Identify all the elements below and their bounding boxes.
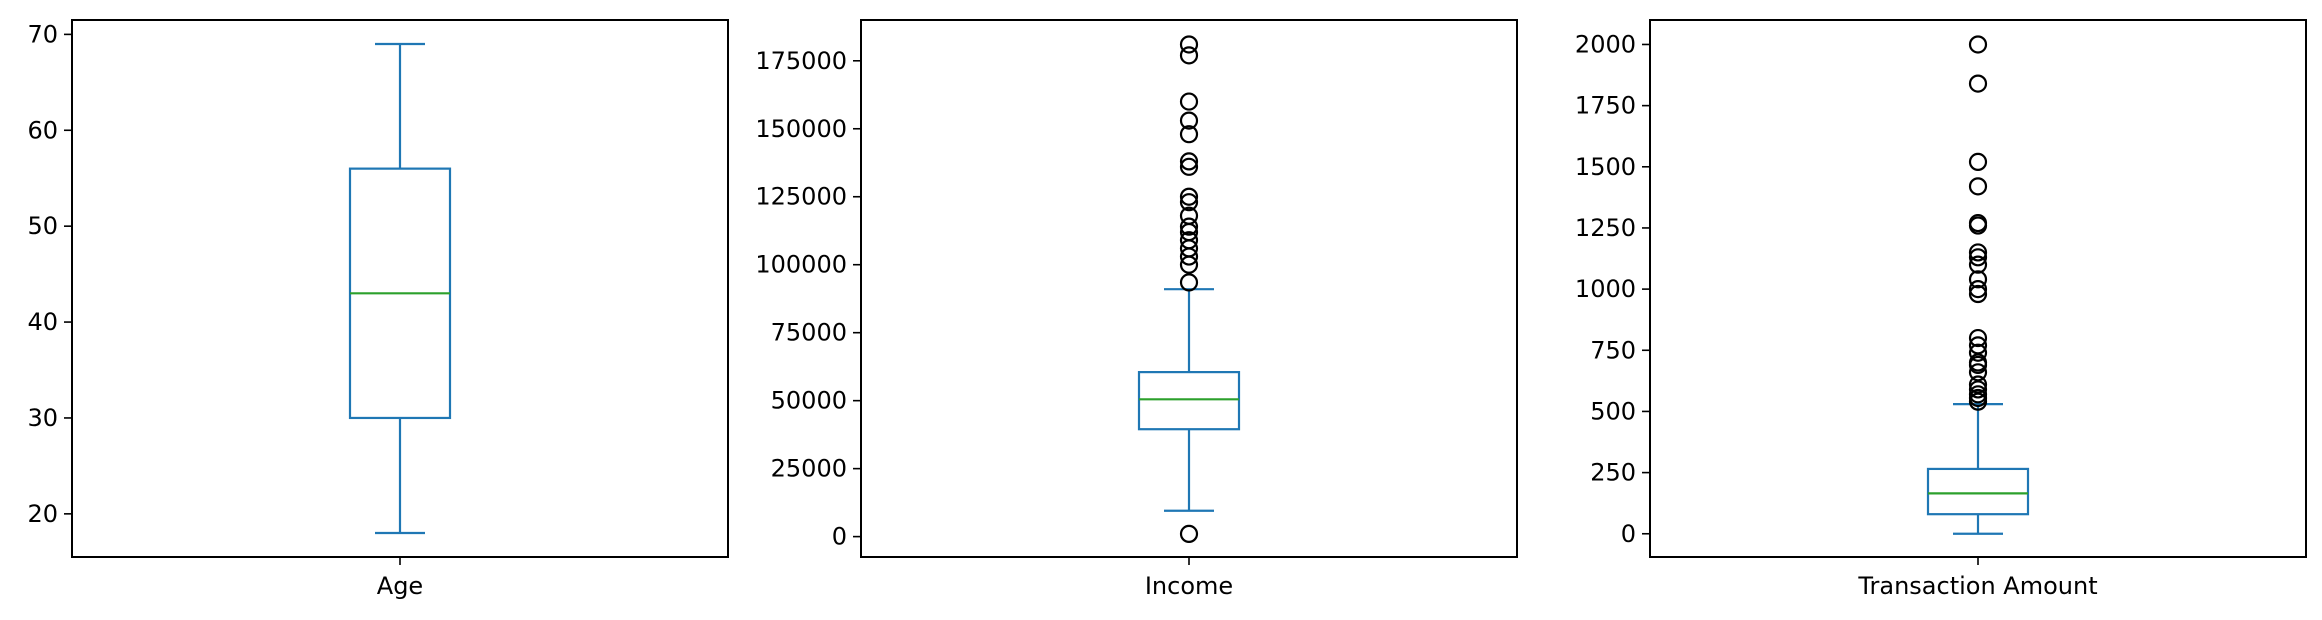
subplots: 20 30 40 50 60 70 Age 0 25000 50000 75000 100000 125… (27, 19, 2307, 600)
y-tick-label: 125000 (755, 183, 847, 211)
subplot-2: 0 25000 50000 75000 100000 125000 150000 175000… (755, 19, 1518, 600)
y-tick-label: 1000 (1575, 275, 1636, 303)
y-tick-label: 50000 (771, 387, 847, 415)
outlier-point (1179, 111, 1199, 130)
x-tick-label: Transaction Amount (1857, 572, 2097, 600)
outlier-point (1179, 217, 1199, 236)
outlier-point (1968, 255, 1988, 274)
outlier-point (1968, 336, 1988, 355)
outlier-point (1179, 35, 1199, 54)
y-tick-label: 175000 (755, 47, 847, 75)
outlier-point (1968, 243, 1988, 262)
y-tick-label: 500 (1590, 397, 1636, 425)
outlier-point (1179, 206, 1199, 225)
y-tick-label: 75000 (771, 319, 847, 347)
outlier-point (1179, 193, 1199, 212)
outlier-point (1179, 231, 1199, 250)
outlier-point (1179, 92, 1199, 111)
outlier-point (1968, 380, 1988, 399)
outlier-point (1179, 524, 1199, 543)
y-tick-label: 100000 (755, 251, 847, 279)
outlier-point (1968, 353, 1988, 372)
y-tick-label: 25000 (771, 455, 847, 483)
iqr-box (1926, 467, 2030, 516)
outlier-point (1968, 343, 1988, 362)
y-tick-label: 1250 (1575, 214, 1636, 242)
outlier-point (1968, 270, 1988, 289)
outlier-point (1179, 125, 1199, 144)
y-tick-label: 1750 (1575, 92, 1636, 120)
x-tick-label: Age (377, 572, 423, 600)
y-tick-label: 20 (27, 500, 58, 528)
outlier-point (1179, 187, 1199, 206)
outlier-point (1968, 74, 1988, 93)
y-tick-label: 70 (27, 20, 58, 48)
y-tick-label: 250 (1590, 459, 1636, 487)
y-tick-label: 750 (1590, 336, 1636, 364)
outlier-point (1968, 35, 1988, 54)
y-tick-label: 0 (1621, 520, 1636, 548)
y-tick-label: 50 (27, 212, 58, 240)
outlier-point (1968, 385, 1988, 404)
outlier-point (1968, 375, 1988, 394)
subplot-3: 0 250 500 750 1000 1250 1500 1750 2000 Transactio… (1575, 19, 2307, 600)
x-tick-label: Income (1145, 572, 1233, 600)
iqr-box (1137, 371, 1241, 431)
outlier-point (1968, 248, 1988, 267)
outlier-point (1968, 284, 1988, 304)
y-tick-label: 1500 (1575, 153, 1636, 181)
y-tick-label: 30 (27, 404, 58, 432)
axes-frame (1649, 19, 2307, 558)
outlier-point (1179, 157, 1199, 176)
y-tick-label: 150000 (755, 115, 847, 143)
y-tick-label: 2000 (1575, 30, 1636, 58)
outlier-point (1968, 280, 1988, 299)
outlier-point (1179, 46, 1199, 65)
outlier-point (1179, 273, 1199, 292)
y-tick-label: 0 (832, 523, 847, 551)
y-tick-label: 40 (27, 308, 58, 336)
y-tick-label: 60 (27, 116, 58, 144)
outlier-point (1968, 328, 1988, 348)
outlier-point (1968, 363, 1988, 382)
outlier-point (1968, 152, 1988, 171)
outlier-point (1968, 213, 1988, 233)
outlier-point (1968, 177, 1988, 196)
outlier-point (1179, 152, 1199, 171)
subplot-1: 20 30 40 50 60 70 Age (27, 19, 729, 600)
